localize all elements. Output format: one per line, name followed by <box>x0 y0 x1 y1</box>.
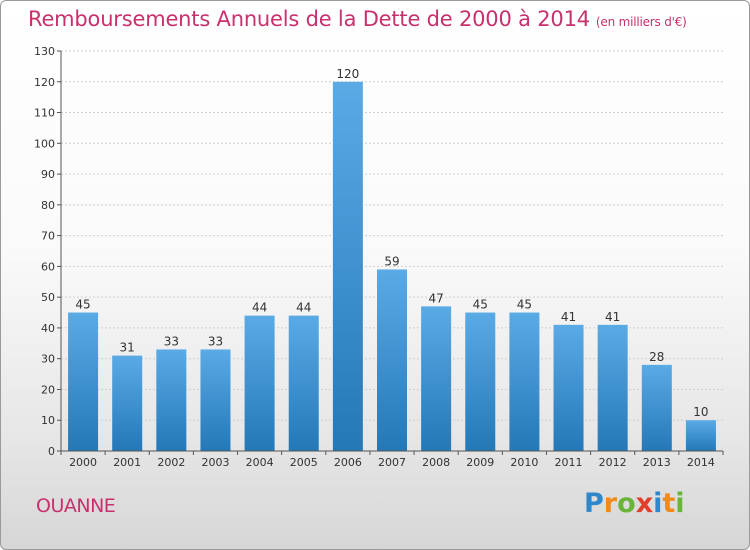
x-tick-label-2002: 2002 <box>157 456 185 469</box>
bar-2007 <box>377 269 407 451</box>
data-label-2000: 45 <box>75 298 90 312</box>
y-tick-label-0: 0 <box>48 445 55 458</box>
title-text: Remboursements Annuels de la Dette de 20… <box>28 7 590 31</box>
bar-2004 <box>244 315 275 451</box>
logo-letter: i <box>675 488 685 519</box>
y-tick-label-110: 110 <box>34 107 55 120</box>
x-tick-label-2000: 2000 <box>69 456 97 469</box>
logo-letter: i <box>653 488 663 519</box>
bar-2010 <box>509 312 540 451</box>
bar-2011 <box>553 324 584 451</box>
data-label-2012: 41 <box>605 310 620 324</box>
x-tick-label-2006: 2006 <box>334 456 362 469</box>
x-tick-label-2010: 2010 <box>510 456 538 469</box>
data-label-2004: 44 <box>252 301 267 315</box>
logo-letter: r <box>603 488 618 519</box>
y-tick-label-100: 100 <box>34 137 55 150</box>
y-tick-label-40: 40 <box>41 322 55 335</box>
data-label-2014: 10 <box>693 405 708 419</box>
chart-title: Remboursements Annuels de la Dette de 20… <box>28 7 687 31</box>
logo-letter: o <box>617 488 636 519</box>
data-label-2008: 47 <box>428 291 443 305</box>
data-label-2003: 33 <box>208 334 223 348</box>
bar-2002 <box>156 349 187 451</box>
bar-2013 <box>641 364 672 451</box>
y-tick-label-80: 80 <box>41 199 55 212</box>
data-label-2009: 45 <box>473 298 488 312</box>
logo-letter: x <box>635 488 654 519</box>
data-label-2006: 120 <box>336 67 359 81</box>
bar-2005 <box>288 315 319 451</box>
data-label-2002: 33 <box>164 334 179 348</box>
y-tick-label-20: 20 <box>41 383 55 396</box>
bars <box>68 81 716 452</box>
data-label-2011: 41 <box>561 310 576 324</box>
logo-letter: P <box>584 488 604 519</box>
bar-2008 <box>421 306 452 451</box>
x-tick-label-2003: 2003 <box>201 456 229 469</box>
axes <box>60 51 723 452</box>
x-tick-label-2013: 2013 <box>643 456 671 469</box>
y-tick-label-120: 120 <box>34 76 55 89</box>
y-tick-label-60: 60 <box>41 260 55 273</box>
data-labels: 45 31 33 33 44 44 120 59 47 45 45 41 41 28 10 <box>75 67 708 419</box>
data-label-2013: 28 <box>649 350 664 364</box>
y-axis-ticks: 0 10 20 30 40 50 60 70 80 90 100 110 120 130 <box>34 45 61 458</box>
x-tick-label-2014: 2014 <box>687 456 715 469</box>
y-tick-label-130: 130 <box>34 45 55 58</box>
y-tick-label-30: 30 <box>41 353 55 366</box>
x-tick-label-2005: 2005 <box>290 456 318 469</box>
data-label-2007: 59 <box>384 254 399 268</box>
x-tick-label-2012: 2012 <box>599 456 627 469</box>
bar-2006 <box>332 81 363 452</box>
bar-2000 <box>68 312 99 451</box>
bar-2003 <box>200 349 231 451</box>
title-unit: (en milliers d'€) <box>595 15 687 29</box>
x-axis-ticks: 2000 2001 2002 2003 2004 2005 2006 2007 2008 2009… <box>60 451 724 469</box>
y-tick-label-10: 10 <box>41 414 55 427</box>
x-tick-label-2008: 2008 <box>422 456 450 469</box>
y-tick-label-90: 90 <box>41 168 55 181</box>
y-tick-label-70: 70 <box>41 230 55 243</box>
bar-2009 <box>465 312 496 451</box>
bar-2012 <box>597 324 628 451</box>
data-label-2010: 45 <box>517 298 532 312</box>
x-tick-label-2004: 2004 <box>246 456 274 469</box>
x-tick-label-2001: 2001 <box>113 456 141 469</box>
logo-letter: t <box>662 488 676 519</box>
bar-2001 <box>112 355 143 451</box>
bar-2014 <box>685 420 716 451</box>
data-label-2005: 44 <box>296 301 311 315</box>
commune-name: OUANNE <box>36 495 116 517</box>
x-tick-label-2009: 2009 <box>466 456 494 469</box>
x-tick-label-2007: 2007 <box>378 456 406 469</box>
y-tick-label-50: 50 <box>41 291 55 304</box>
x-tick-label-2011: 2011 <box>555 456 583 469</box>
proxiti-logo: Proxiti <box>584 488 685 519</box>
data-label-2001: 31 <box>120 341 135 355</box>
